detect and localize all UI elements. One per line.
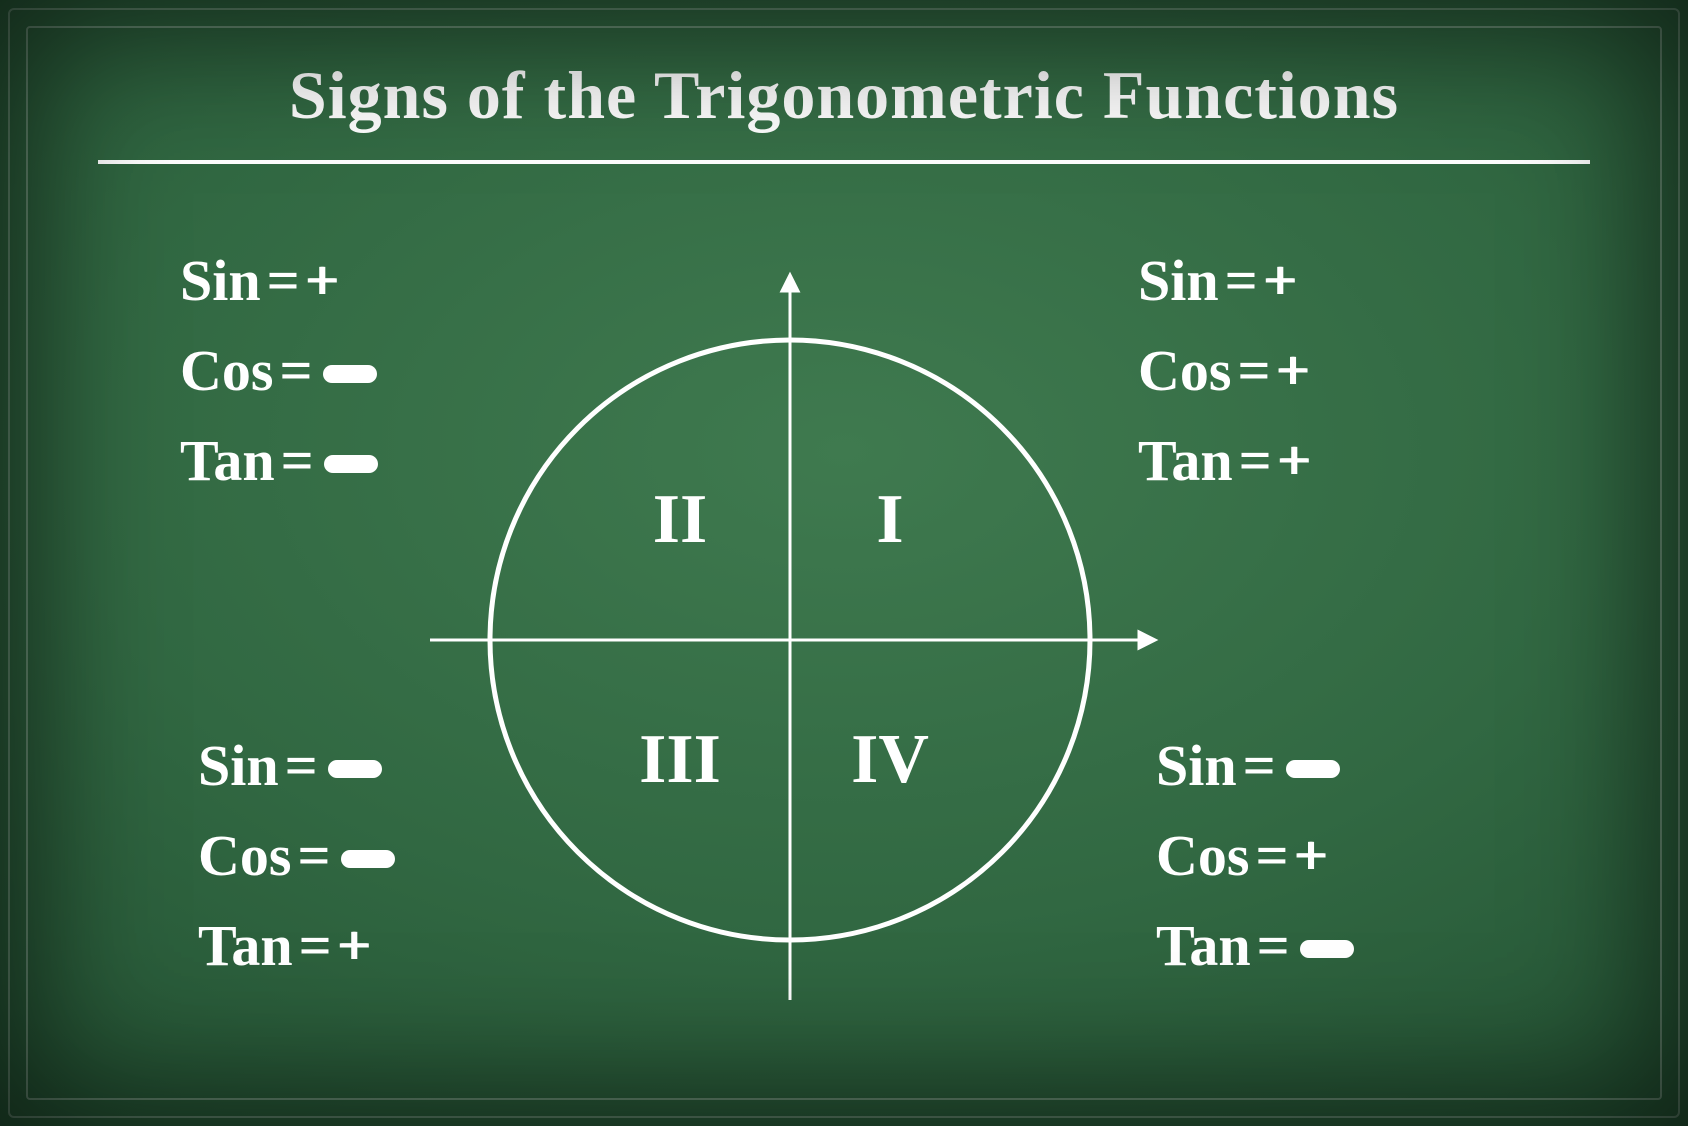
function-name: Sin xyxy=(1156,732,1237,799)
equals-sign: = xyxy=(1239,427,1272,494)
plus-sign: + xyxy=(1278,427,1311,494)
sin-sign-line: Sin = xyxy=(1156,720,1354,810)
equals-sign: = xyxy=(297,822,330,889)
minus-sign xyxy=(1286,760,1340,778)
plus-sign: + xyxy=(1277,337,1310,404)
quadrant-label-I: I xyxy=(876,480,903,560)
minus-sign xyxy=(1300,940,1354,958)
function-name: Cos xyxy=(198,822,291,889)
quadrant-I-signs: Sin =+Cos =+Tan =+ xyxy=(1138,235,1311,505)
equals-sign: = xyxy=(1255,822,1288,889)
equals-sign: = xyxy=(1225,247,1258,314)
plus-sign: + xyxy=(1295,822,1328,889)
minus-sign xyxy=(323,365,377,383)
equals-sign: = xyxy=(267,247,300,314)
cos-sign-line: Cos =+ xyxy=(1138,325,1311,415)
function-name: Cos xyxy=(180,337,273,404)
tan-sign-line: Tan = xyxy=(180,415,378,505)
quadrant-label-III: III xyxy=(639,720,721,800)
sin-sign-line: Sin =+ xyxy=(1138,235,1311,325)
title-underline xyxy=(98,160,1590,164)
unit-circle-diagram xyxy=(420,270,1160,1010)
sin-sign-line: Sin =+ xyxy=(180,235,378,325)
equals-sign: = xyxy=(279,337,312,404)
equals-sign: = xyxy=(285,732,318,799)
cos-sign-line: Cos = xyxy=(180,325,378,415)
quadrant-label-IV: IV xyxy=(851,720,929,800)
page-title: Signs of the Trigonometric Functions xyxy=(0,56,1688,135)
function-name: Sin xyxy=(180,247,261,314)
equals-sign: = xyxy=(1257,912,1290,979)
function-name: Sin xyxy=(198,732,279,799)
equals-sign: = xyxy=(299,912,332,979)
tan-sign-line: Tan = xyxy=(1156,900,1354,990)
quadrant-II-signs: Sin =+Cos =Tan = xyxy=(180,235,378,505)
function-name: Cos xyxy=(1156,822,1249,889)
minus-sign xyxy=(328,760,382,778)
plus-sign: + xyxy=(1264,247,1297,314)
quadrant-III-signs: Sin =Cos =Tan =+ xyxy=(198,720,395,990)
minus-sign xyxy=(341,850,395,868)
minus-sign xyxy=(324,455,378,473)
equals-sign: = xyxy=(281,427,314,494)
function-name: Tan xyxy=(198,912,293,979)
plus-sign: + xyxy=(338,912,371,979)
tan-sign-line: Tan =+ xyxy=(198,900,395,990)
quadrant-label-II: II xyxy=(653,480,707,560)
cos-sign-line: Cos =+ xyxy=(1156,810,1354,900)
sin-sign-line: Sin = xyxy=(198,720,395,810)
chalkboard: Signs of the Trigonometric Functions Sin… xyxy=(0,0,1688,1126)
equals-sign: = xyxy=(1237,337,1270,404)
function-name: Tan xyxy=(180,427,275,494)
equals-sign: = xyxy=(1243,732,1276,799)
quadrant-IV-signs: Sin =Cos =+Tan = xyxy=(1156,720,1354,990)
cos-sign-line: Cos = xyxy=(198,810,395,900)
tan-sign-line: Tan =+ xyxy=(1138,415,1311,505)
plus-sign: + xyxy=(306,247,339,314)
function-name: Tan xyxy=(1156,912,1251,979)
